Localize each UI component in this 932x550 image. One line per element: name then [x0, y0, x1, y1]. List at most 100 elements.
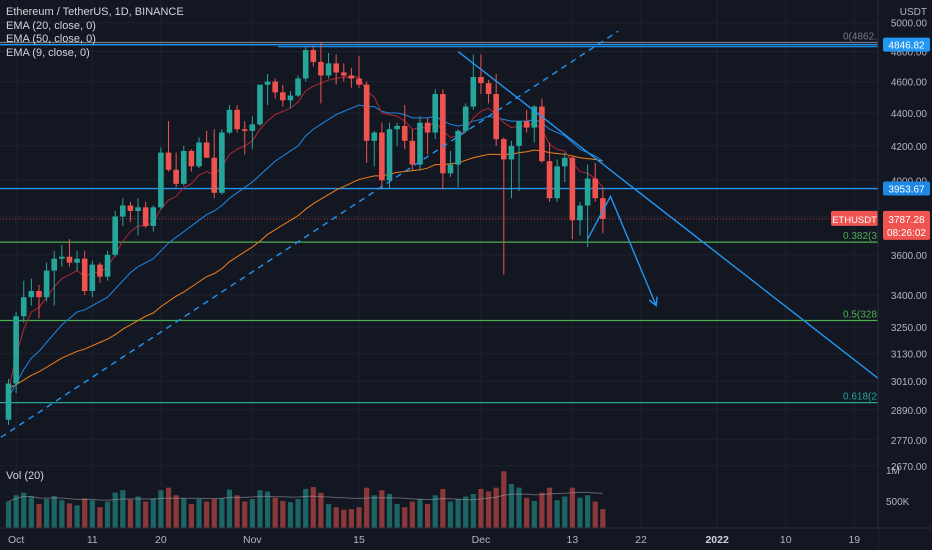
volume-bar	[478, 488, 484, 528]
price-tick-label: 4200.00	[891, 142, 928, 153]
candle-body	[401, 125, 408, 141]
time-tick-label: 11	[87, 534, 98, 546]
volume-bar	[13, 495, 19, 528]
volume-tick-label: 1M	[886, 466, 900, 477]
candle-body	[424, 122, 431, 133]
volume-bar	[211, 499, 217, 528]
volume-bar	[135, 496, 141, 528]
price-tick-label: 5000.00	[891, 19, 928, 30]
candle-body	[577, 205, 583, 221]
volume-bar	[425, 504, 431, 528]
volume-bar	[127, 499, 134, 528]
candle-body	[20, 297, 27, 317]
volume-bar	[219, 498, 225, 528]
fib-level-label: 0.618(29	[843, 392, 883, 403]
price-tick-label: 5200.00	[891, 0, 928, 2]
candle-body	[150, 207, 157, 226]
volume-bar	[249, 499, 255, 528]
price-tick-label: 4400.00	[891, 109, 928, 120]
volume-bar	[36, 504, 42, 528]
volume-bar	[440, 488, 446, 528]
price-tick-label: 2770.00	[891, 436, 928, 447]
fib-level-label: 0(4862.2	[843, 31, 883, 42]
indicator-ema-50[interactable]: EMA (50, close, 0)	[6, 33, 96, 45]
volume-bar	[569, 487, 575, 528]
candle-body	[310, 50, 317, 62]
candle-body	[5, 383, 12, 420]
volume-bar	[97, 507, 103, 528]
volume-bar	[310, 487, 316, 528]
volume-bar	[82, 498, 88, 528]
candle-body	[203, 142, 210, 158]
candle-body	[188, 150, 195, 167]
candle-body	[249, 124, 256, 131]
candle-body	[89, 264, 96, 291]
candle-body	[356, 78, 362, 85]
candle-body	[219, 132, 225, 193]
volume-bar	[226, 489, 233, 528]
volume-bar	[485, 491, 492, 528]
projection-path	[587, 194, 657, 306]
price-axis[interactable]: 5200.00 5000.00 4800.00 4600.00 4400.00 4200.…	[877, 0, 932, 550]
candle-body	[348, 75, 355, 79]
volume-bar	[188, 504, 194, 528]
volume-bar	[341, 509, 347, 528]
candle-body	[325, 63, 332, 76]
candle-body	[432, 93, 439, 133]
price-tick-label: 3600.00	[891, 251, 928, 262]
indicator-ema-9[interactable]: EMA (9, close, 0)	[6, 46, 90, 59]
time-tick-label: Nov	[243, 534, 262, 546]
volume-bar	[5, 501, 12, 528]
volume-bar	[264, 491, 271, 528]
volume-bar	[348, 509, 354, 528]
candle-body	[264, 81, 271, 85]
candle-body	[340, 72, 347, 76]
volume-bar	[21, 492, 27, 528]
fib-level-label: 0.382(36	[843, 231, 883, 242]
volume-bar	[455, 499, 461, 528]
volume-bar	[539, 492, 545, 528]
projection-arrowhead	[648, 296, 658, 307]
level-badge-text: 4846.82	[888, 41, 925, 52]
volume-bar	[204, 501, 210, 528]
symbol-title[interactable]: Ethereum / TetherUS, 1D, BINANCE	[6, 6, 184, 18]
volume-bar	[417, 499, 423, 528]
volume-bar	[59, 500, 65, 528]
volume-bar	[463, 496, 469, 528]
candle-body	[112, 216, 118, 255]
candle-body	[561, 157, 568, 167]
time-axis[interactable]: Oct 11 20 Nov 15 Dec 13 22 2022 10 19	[0, 527, 932, 550]
candles	[5, 42, 606, 425]
volume-bar	[44, 499, 50, 528]
volume-bar	[112, 492, 118, 528]
ema-20-line	[8, 104, 604, 399]
price-unit-label: USDT	[900, 7, 927, 18]
volume-bar	[287, 502, 294, 528]
level-badge	[883, 181, 930, 196]
volume-bar	[447, 501, 454, 528]
volume-bar	[432, 495, 438, 528]
candle-body	[302, 50, 309, 79]
volume-bar	[386, 493, 393, 528]
volume-bar	[325, 504, 332, 528]
price-tick-label: 3250.00	[891, 323, 928, 334]
volume-bar	[364, 487, 370, 528]
candle-body	[318, 61, 324, 76]
price-tick-label: 3400.00	[891, 291, 928, 302]
volume-ma-line	[8, 491, 603, 503]
candle-body	[36, 290, 42, 298]
last-price-text: 3787.28	[888, 215, 925, 226]
symbol-badge	[831, 210, 878, 226]
volume-bar	[272, 497, 278, 528]
volume-bar	[577, 497, 583, 528]
volume-bar	[562, 496, 568, 528]
candle-body	[180, 150, 187, 184]
candle-body	[333, 63, 339, 73]
candle-body	[554, 166, 560, 199]
candle-body	[257, 84, 263, 125]
volume-legend[interactable]: Vol (20)	[6, 470, 44, 482]
indicator-ema-20[interactable]: EMA (20, close, 0)	[6, 19, 96, 32]
candle-body	[241, 129, 248, 131]
grid	[0, 0, 878, 528]
